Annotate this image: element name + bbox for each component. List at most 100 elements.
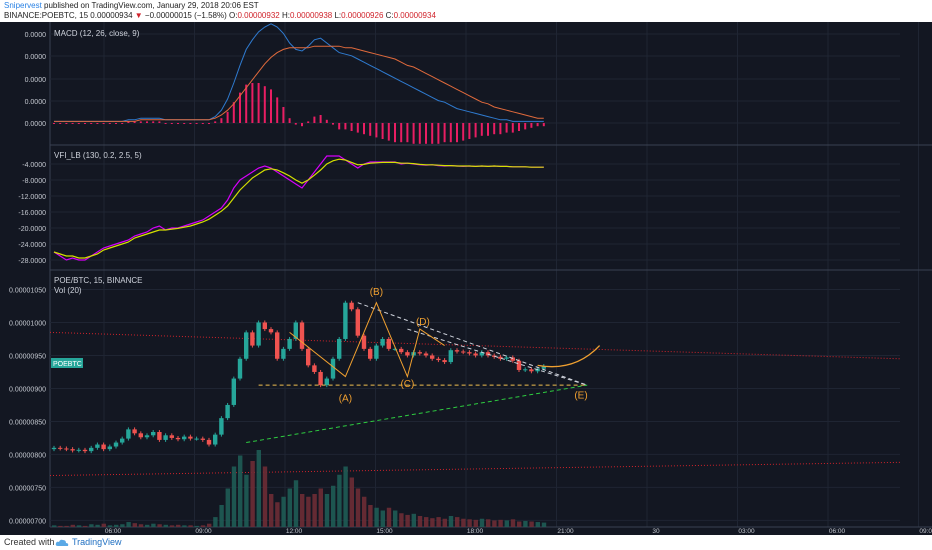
macd-hist-bar [468, 123, 471, 139]
tradingview-brand[interactable]: TradingView [72, 537, 122, 547]
volume-bar [324, 494, 330, 527]
macd-hist-bar [139, 121, 142, 123]
volume-bar [275, 502, 280, 527]
volume-bar [405, 514, 410, 527]
x-tick-label: 15:00 [376, 528, 393, 535]
candle-body [529, 369, 534, 372]
y-tick-label: 0.00001050 [9, 287, 46, 294]
candle-body [244, 332, 249, 359]
candle-body [213, 434, 218, 445]
macd-hist-bar [133, 121, 136, 123]
macd-hist-bar [338, 123, 341, 130]
candle-body [138, 433, 143, 438]
macd-hist-bar [239, 92, 241, 123]
macd-hist-bar [201, 123, 204, 124]
macd-hist-bar [363, 123, 365, 135]
volume-bar [89, 524, 94, 527]
volume-bar [529, 521, 534, 527]
candle-body [101, 444, 106, 450]
volume-bar [430, 518, 435, 527]
macd-hist-bar [344, 123, 347, 130]
candle-body [120, 438, 125, 443]
candle-body [324, 378, 329, 386]
candle-body [312, 365, 317, 372]
x-tick-label: 09:00 [195, 528, 212, 535]
volume-bar [467, 519, 472, 527]
macd-hist-bar [524, 123, 527, 130]
macd-line [54, 23, 544, 122]
candle-body [132, 429, 137, 434]
macd-hist-bar [71, 123, 74, 124]
volume-bar [337, 474, 342, 527]
volume-bar [486, 519, 491, 527]
volume-bar [231, 466, 237, 527]
volume-bar [306, 496, 311, 527]
candle-body [157, 431, 162, 440]
candle-body [343, 302, 348, 339]
volume-bar [331, 485, 336, 527]
candle-body [523, 369, 528, 371]
price-axis: 0.0000 0.0000 0.0000 0.0000 0.0000 -4.0000 -8.… [9, 32, 46, 525]
macd-hist-bar [115, 123, 117, 124]
volume-bar [169, 525, 175, 527]
candle-body [287, 338, 292, 349]
footer: Created with TradingView [0, 535, 932, 550]
candle-body [423, 353, 429, 356]
ticker-symbol: BINANCE:POEBTC, 15 [4, 11, 89, 20]
volume-bar [504, 520, 509, 527]
candle-body [479, 352, 484, 356]
close-label: C: [385, 11, 394, 20]
y-tick-label: 0.00000900 [9, 386, 46, 393]
x-tick-label: 30 [652, 528, 660, 535]
volume-bar [368, 505, 373, 527]
volume-bar [145, 524, 150, 527]
wave-label: (D) [416, 317, 430, 328]
macd-hist-bar [480, 123, 483, 136]
macd-title: MACD (12, 26, close, 9) [54, 29, 140, 38]
volume-bar [287, 488, 292, 527]
candle-body [89, 447, 94, 452]
author-link[interactable]: Snipervest [4, 1, 42, 10]
macd-hist-bar [108, 123, 111, 124]
macd-hist-bar [443, 123, 446, 143]
publish-text: published on TradingView.com, January 29… [44, 1, 259, 10]
volume-bar [386, 507, 392, 527]
macd-hist-bar [381, 123, 384, 139]
chart-canvas[interactable]: 0.0000 0.0000 0.0000 0.0000 0.0000 -4.0000 -8.… [0, 22, 932, 535]
wave-label: (C) [400, 379, 414, 390]
high-value: 0.00000938 [289, 11, 333, 20]
volume-bar [58, 525, 63, 527]
candle-body [442, 360, 447, 363]
macd-hist-bar [418, 123, 421, 144]
macd-hist-bar [170, 123, 173, 124]
y-tick-label: 0.0000 [25, 121, 47, 128]
volume-bar [349, 477, 354, 527]
close-value: 0.00000934 [393, 11, 436, 20]
macd-hist-bar [59, 123, 62, 124]
macd-hist-bar [437, 123, 440, 144]
volume-bar [442, 518, 447, 527]
symbol-badge [51, 358, 83, 368]
y-tick-label: 0.0000 [25, 32, 47, 39]
macd-hist-bar [146, 121, 148, 123]
macd-hist-bar [245, 84, 248, 123]
candle-body [448, 350, 453, 363]
low-value: 0.00000926 [341, 11, 384, 20]
candle-body [225, 404, 230, 419]
macd-hist-bar [282, 107, 285, 123]
macd-hist-bar [214, 121, 217, 123]
volume-bar [269, 494, 274, 527]
candle-body [430, 355, 435, 359]
lower-trendline [407, 328, 588, 386]
volume-bar [126, 522, 131, 527]
macd-hist-bar [313, 116, 316, 123]
candle-body [275, 332, 280, 359]
volume-bar [498, 519, 503, 527]
volume-bar [225, 488, 230, 527]
macd-hist-bar [505, 123, 508, 133]
volume-bar [424, 517, 429, 527]
wave-label: (B) [370, 287, 383, 298]
x-tick-label: 03:00 [738, 528, 755, 535]
price-change: −0.00000015 (−1.58%) [144, 11, 227, 20]
macd-hist-bar [431, 123, 434, 144]
